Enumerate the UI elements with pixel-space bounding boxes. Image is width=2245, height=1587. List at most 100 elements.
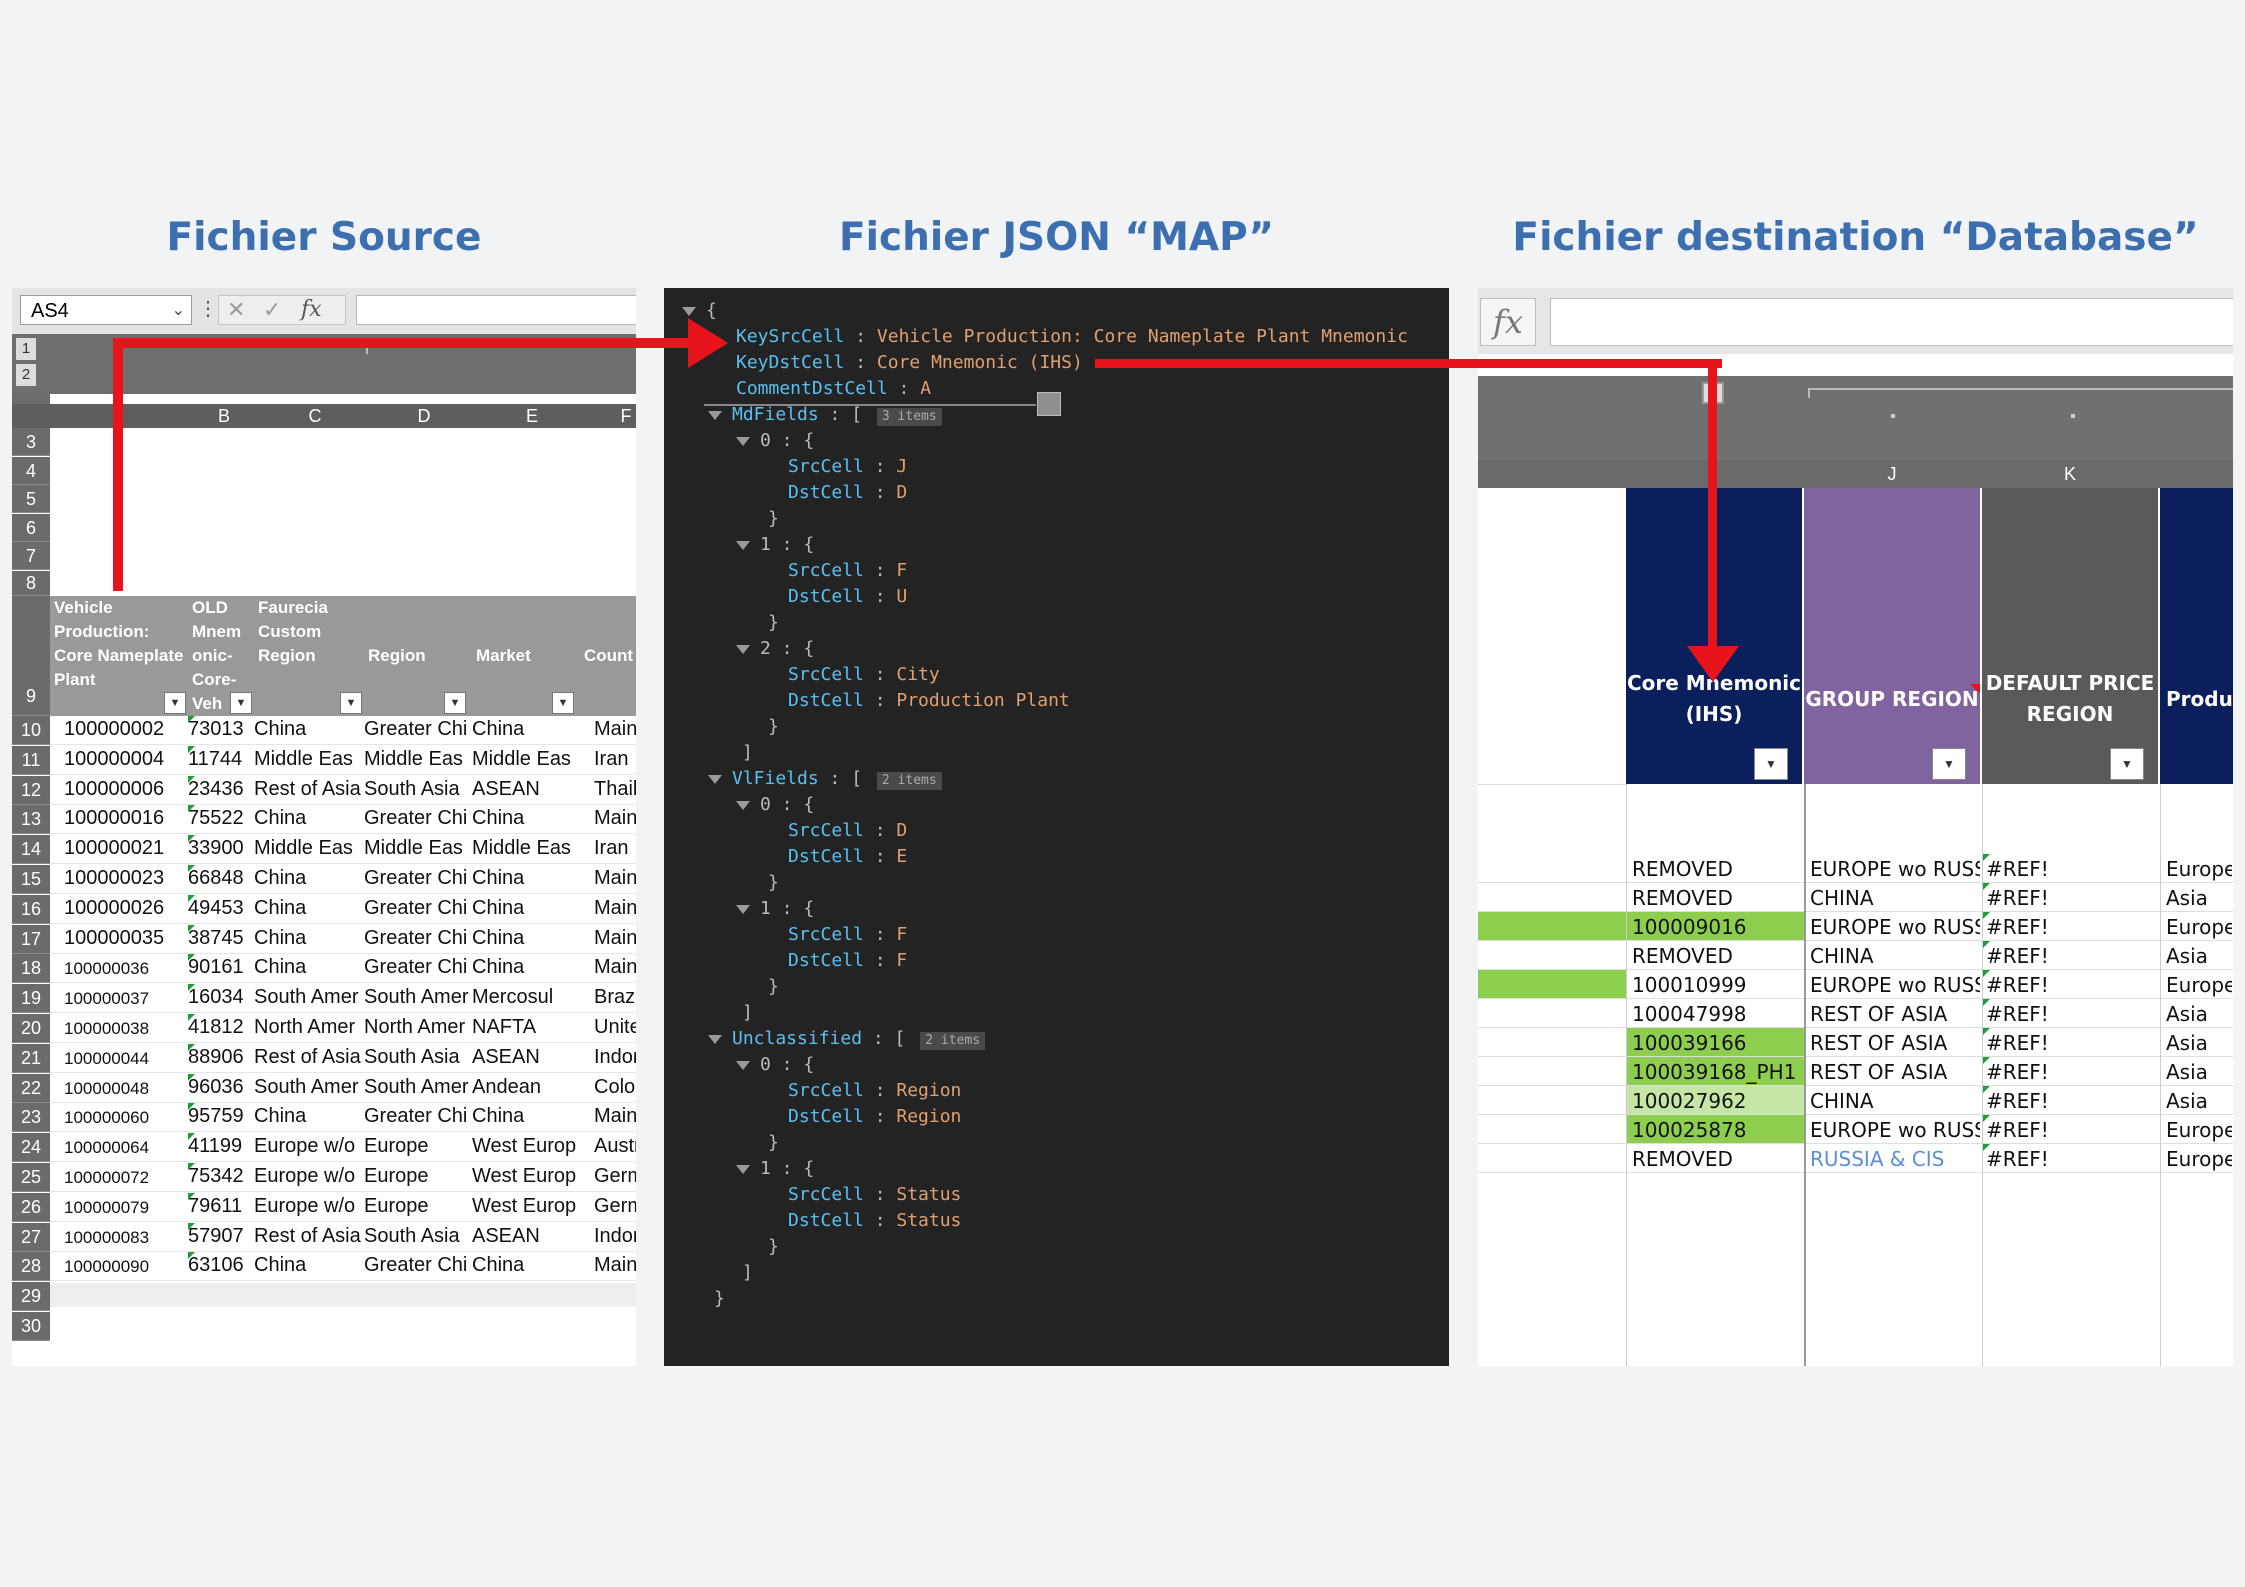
table-cell[interactable]: 100000002: [64, 718, 165, 740]
chevron-down-icon[interactable]: ⌄: [171, 302, 185, 319]
table-cell[interactable]: Middle Eas: [472, 747, 571, 770]
table-cell[interactable]: REMOVED: [1632, 886, 1733, 910]
table-cell[interactable]: 100000083: [64, 1227, 150, 1247]
table-cell[interactable]: Asia: [2166, 1060, 2208, 1084]
table-cell[interactable]: Colom: [594, 1075, 636, 1098]
column-header-e[interactable]: E: [525, 406, 538, 426]
name-box[interactable]: AS4 ⌄: [20, 295, 192, 325]
column-header-f[interactable]: F: [620, 406, 632, 426]
table-cell[interactable]: #REF!: [1986, 1060, 2049, 1084]
table-cell[interactable]: EUROPE wo RUSS: [1810, 1118, 1980, 1142]
row-header-16[interactable]: 16: [12, 894, 50, 924]
table-cell[interactable]: #REF!: [1986, 1002, 2049, 1026]
table-cell[interactable]: China: [472, 718, 525, 740]
table-cell[interactable]: EUROPE wo RUSS: [1810, 973, 1980, 997]
table-cell[interactable]: 100000079: [64, 1197, 150, 1217]
table-cell[interactable]: Mainla: [594, 1105, 636, 1128]
table-cell[interactable]: 100027962: [1632, 1089, 1747, 1113]
table-cell[interactable]: Rest of Asia: [254, 1045, 361, 1068]
row-header-22[interactable]: 22: [12, 1073, 50, 1103]
filter-dropdown-icon[interactable]: ▼: [230, 692, 252, 714]
table-cell[interactable]: Iran: [594, 837, 629, 860]
table-cell[interactable]: #REF!: [1986, 1147, 2049, 1171]
table-cell[interactable]: 41812: [188, 1016, 244, 1038]
row-header-7[interactable]: 7: [12, 542, 50, 570]
table-cell[interactable]: 100039166: [1632, 1031, 1747, 1055]
collapse-toggle-icon[interactable]: [736, 644, 750, 654]
table-cell[interactable]: 100000006: [64, 777, 165, 800]
table-cell[interactable]: 96036: [188, 1075, 244, 1098]
table-cell[interactable]: 100025878: [1632, 1118, 1747, 1142]
row-header-27[interactable]: 27: [12, 1222, 50, 1252]
table-cell[interactable]: 100000021: [64, 837, 165, 860]
collapse-toggle-icon[interactable]: [736, 800, 750, 810]
collapse-toggle-icon[interactable]: [736, 904, 750, 914]
row-header-23[interactable]: 23: [12, 1103, 50, 1133]
table-cell[interactable]: North Amer: [254, 1016, 356, 1038]
more-options-icon[interactable]: ⋮: [198, 298, 218, 320]
table-cell[interactable]: Europe: [364, 1165, 429, 1187]
table-cell[interactable]: China: [254, 867, 307, 889]
table-cell[interactable]: 63106: [188, 1254, 244, 1277]
row-header-11[interactable]: 11: [12, 745, 50, 775]
collapse-toggle-icon[interactable]: [708, 774, 722, 784]
filter-dropdown-icon[interactable]: ▼: [444, 692, 466, 714]
table-cell[interactable]: Mainla: [594, 926, 636, 949]
table-cell[interactable]: REST OF ASIA: [1810, 1031, 1948, 1055]
table-cell[interactable]: China: [472, 1105, 525, 1128]
table-cell[interactable]: 90161: [188, 956, 244, 979]
filter-dropdown-icon[interactable]: ▼: [164, 692, 186, 714]
row-header-17[interactable]: 17: [12, 924, 50, 954]
table-cell[interactable]: #REF!: [1986, 886, 2049, 910]
table-cell[interactable]: Middle Eas: [364, 747, 463, 770]
table-cell[interactable]: 79611: [188, 1194, 243, 1217]
table-cell[interactable]: West Europ: [472, 1165, 577, 1187]
table-cell[interactable]: Andean: [472, 1075, 541, 1098]
table-cell[interactable]: Germa: [594, 1194, 636, 1217]
row-header-15[interactable]: 15: [12, 865, 50, 894]
table-cell[interactable]: 100000064: [64, 1138, 150, 1158]
table-cell[interactable]: Thaila: [594, 777, 636, 800]
table-cell[interactable]: Europe: [364, 1194, 429, 1217]
table-cell[interactable]: South Asia: [364, 1224, 460, 1247]
table-cell[interactable]: Asia: [2166, 1002, 2208, 1026]
table-cell[interactable]: REMOVED: [1632, 857, 1733, 881]
table-cell[interactable]: #REF!: [1986, 944, 2049, 968]
table-cell[interactable]: 100000037: [64, 989, 150, 1009]
row-header-25[interactable]: 25: [12, 1163, 50, 1192]
table-cell[interactable]: CHINA: [1810, 1089, 1874, 1113]
table-cell[interactable]: China: [254, 1254, 307, 1277]
collapse-toggle-icon[interactable]: [736, 540, 750, 550]
table-cell[interactable]: 100000038: [64, 1019, 150, 1038]
table-cell[interactable]: 100000036: [64, 959, 150, 979]
table-cell[interactable]: Rest of Asia: [254, 1224, 361, 1247]
table-cell[interactable]: Mainla: [594, 807, 636, 830]
table-cell[interactable]: Asia: [2166, 1089, 2208, 1113]
table-cell[interactable]: ASEAN: [472, 1045, 540, 1068]
cancel-icon[interactable]: ✕: [227, 297, 246, 322]
row-header-5[interactable]: 5: [12, 485, 50, 513]
table-cell[interactable]: West Europ: [472, 1135, 577, 1158]
row-header-9[interactable]: 9: [12, 596, 50, 716]
table-cell[interactable]: Greater Chi: [364, 807, 468, 830]
table-cell[interactable]: 100010999: [1632, 973, 1747, 997]
table-cell[interactable]: Greater Chi: [364, 718, 468, 740]
column-header-k[interactable]: K: [2063, 464, 2076, 484]
table-cell[interactable]: #REF!: [1986, 973, 2049, 997]
table-cell[interactable]: 23436: [188, 777, 244, 800]
table-cell[interactable]: Europe: [364, 1135, 429, 1158]
table-cell[interactable]: Europe: [2166, 1118, 2232, 1142]
table-cell[interactable]: Middle Eas: [254, 747, 353, 770]
table-cell[interactable]: 66848: [188, 867, 244, 889]
table-cell[interactable]: Middle Eas: [364, 837, 463, 860]
row-header-4[interactable]: 4: [12, 456, 50, 485]
table-cell[interactable]: NAFTA: [472, 1016, 537, 1038]
column-header-c[interactable]: C: [308, 406, 322, 426]
table-cell[interactable]: Europe w/o: [254, 1135, 356, 1158]
table-cell[interactable]: Rest of Asia: [254, 777, 361, 800]
filter-dropdown-icon[interactable]: ▼: [1754, 748, 1788, 780]
table-cell[interactable]: 100000016: [64, 807, 165, 830]
table-cell[interactable]: China: [254, 807, 307, 830]
table-cell[interactable]: China: [254, 926, 307, 949]
table-cell[interactable]: Mainla: [594, 956, 636, 979]
